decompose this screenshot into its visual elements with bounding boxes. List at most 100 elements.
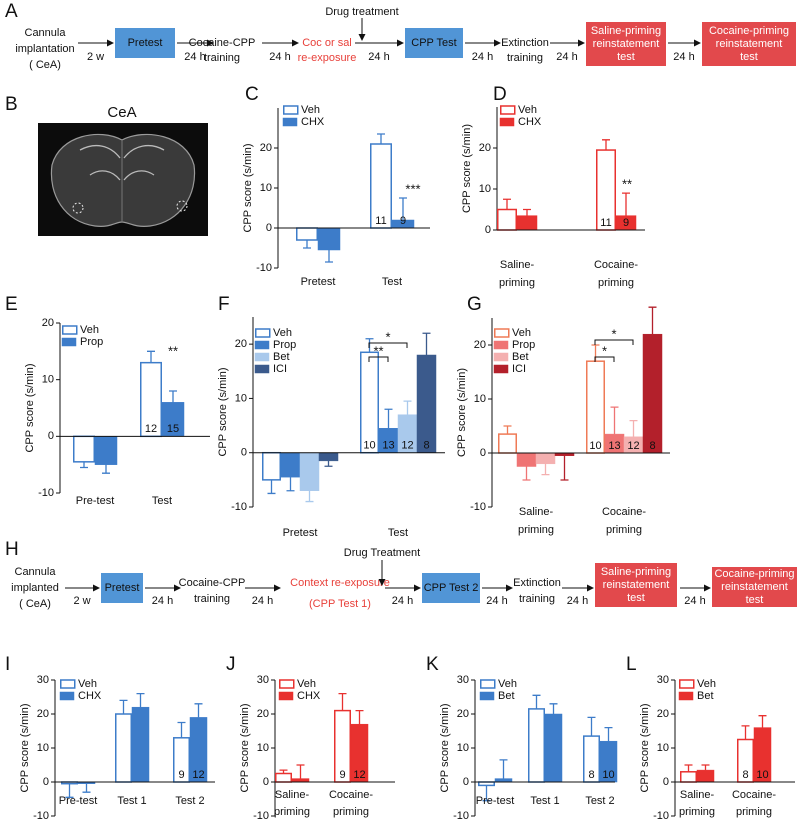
n-label: 15 bbox=[167, 423, 179, 435]
x-tick-label: Test 2 bbox=[585, 795, 614, 807]
error-bar bbox=[602, 139, 610, 151]
timeline-step: Extinction bbox=[513, 577, 561, 589]
error-bar bbox=[80, 461, 88, 469]
error-bar bbox=[338, 692, 347, 711]
timeline-start: implantation bbox=[15, 43, 74, 55]
legend-label: Veh bbox=[297, 678, 316, 690]
y-tick-label: 0 bbox=[241, 447, 247, 459]
bar bbox=[131, 706, 150, 783]
timeline-step: test bbox=[746, 594, 764, 606]
legend-label: Veh bbox=[498, 678, 517, 690]
error-bar bbox=[303, 240, 311, 249]
y-tick-label: -10 bbox=[33, 810, 49, 822]
n-label: 9 bbox=[623, 217, 629, 229]
timeline-box bbox=[712, 567, 797, 607]
legend-swatch bbox=[282, 117, 298, 127]
n-label: 8 bbox=[742, 769, 748, 781]
x-tick-label: Test 2 bbox=[175, 795, 204, 807]
n-label: 11 bbox=[600, 217, 611, 229]
timeline-step: (CPP Test 1) bbox=[309, 598, 371, 610]
panel-label: J bbox=[226, 654, 236, 675]
x-tick-label: Test bbox=[152, 495, 172, 507]
y-tick-label: 10 bbox=[42, 374, 54, 386]
legend-swatch bbox=[494, 328, 510, 338]
x-tick-label: Saline- bbox=[519, 506, 554, 518]
legend-label: CHX bbox=[78, 690, 102, 702]
bar bbox=[528, 708, 545, 783]
bar bbox=[291, 778, 310, 783]
y-tick-label: 10 bbox=[260, 182, 272, 194]
y-tick-label: 10 bbox=[479, 183, 491, 195]
legend-swatch bbox=[62, 325, 78, 335]
timeline-interval: 24 h bbox=[152, 595, 173, 607]
timeline-step: CPP Test 2 bbox=[424, 582, 479, 594]
n-label: 8 bbox=[649, 440, 655, 452]
legend-label: CHX bbox=[301, 116, 325, 128]
timeline-start: ( CeA) bbox=[29, 59, 61, 71]
significance-label: ** bbox=[373, 343, 383, 358]
bar bbox=[73, 435, 95, 463]
y-axis-label: CPP score (s/min) bbox=[19, 703, 31, 792]
error-bar bbox=[684, 764, 693, 772]
x-tick-label: priming bbox=[606, 524, 642, 536]
error-bar bbox=[399, 197, 407, 220]
significance-label: *** bbox=[405, 181, 420, 196]
legend-label: Bet bbox=[498, 690, 515, 702]
timeline-start: Cannula bbox=[25, 27, 67, 39]
x-tick-label: Saline- bbox=[275, 789, 310, 801]
legend-swatch bbox=[283, 105, 299, 115]
timeline-step: Cocaine-CPP bbox=[179, 577, 246, 589]
legend-swatch bbox=[59, 691, 75, 701]
error-bar bbox=[629, 419, 638, 437]
significance-bracket bbox=[594, 339, 634, 345]
timeline-interval: 24 h bbox=[392, 595, 413, 607]
legend-label: Prop bbox=[512, 339, 535, 351]
significance-bracket bbox=[368, 356, 389, 362]
timeline-box bbox=[101, 573, 143, 603]
y-axis-label: CPP score (s/min) bbox=[461, 124, 473, 213]
timeline-step: Saline-priming bbox=[591, 25, 661, 37]
n-label: 9 bbox=[178, 769, 184, 781]
timeline-step: reinstatement bbox=[716, 38, 783, 50]
y-tick-label: 20 bbox=[257, 708, 269, 720]
error-bar bbox=[522, 466, 531, 481]
error-bar bbox=[604, 726, 613, 742]
error-bar bbox=[267, 479, 276, 495]
error-bar bbox=[541, 463, 550, 476]
y-tick-label: 10 bbox=[474, 393, 486, 405]
timeline-box bbox=[586, 22, 666, 66]
n-label: 12 bbox=[145, 423, 157, 435]
legend-label: Bet bbox=[512, 351, 529, 363]
error-bar bbox=[701, 764, 710, 771]
timeline-box bbox=[595, 563, 677, 607]
significance-label: ** bbox=[168, 343, 178, 358]
y-tick-label: 10 bbox=[37, 742, 49, 754]
timeline-step: training bbox=[507, 52, 543, 64]
timeline-step: training bbox=[519, 593, 555, 605]
y-axis-label: CPP score (s/min) bbox=[456, 368, 468, 457]
timeline-interval: 24 h bbox=[368, 51, 389, 63]
panel-label: A bbox=[5, 1, 18, 22]
timeline-interval: 24 h bbox=[472, 51, 493, 63]
x-tick-label: Pretest bbox=[301, 276, 336, 288]
legend-swatch bbox=[479, 691, 495, 701]
y-tick-label: 30 bbox=[37, 674, 49, 686]
significance-bracket bbox=[368, 342, 408, 348]
error-bar bbox=[384, 408, 393, 429]
y-tick-label: 20 bbox=[474, 339, 486, 351]
legend-swatch bbox=[254, 364, 270, 374]
error-bar bbox=[136, 692, 145, 708]
timeline-box bbox=[702, 22, 796, 66]
legend-swatch bbox=[279, 679, 295, 689]
n-label: 8 bbox=[588, 769, 594, 781]
x-tick-label: priming bbox=[598, 277, 634, 289]
error-bar bbox=[648, 306, 657, 335]
legend-swatch bbox=[493, 352, 509, 362]
significance-bracket bbox=[594, 356, 615, 362]
timeline-step: re-exposure bbox=[298, 52, 357, 64]
n-label: 13 bbox=[608, 440, 620, 452]
timeline-step: test bbox=[617, 51, 635, 63]
n-label: 10 bbox=[756, 769, 768, 781]
n-label: 9 bbox=[339, 769, 345, 781]
